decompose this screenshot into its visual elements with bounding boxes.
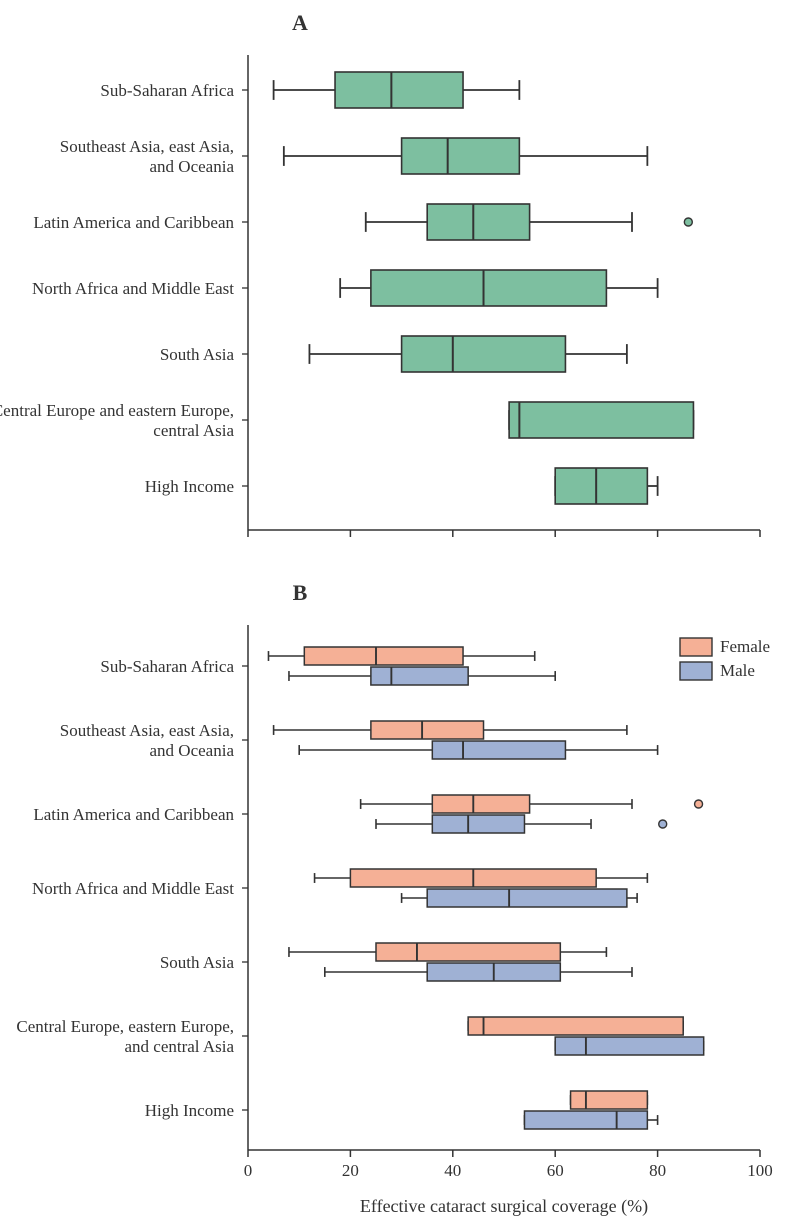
category-label: Southeast Asia, east Asia, [60, 137, 234, 156]
panel-a-label: A [292, 10, 308, 35]
category-label: and Oceania [150, 741, 235, 760]
category-label: North Africa and Middle East [32, 279, 234, 298]
x-tick-label: 80 [649, 1161, 666, 1180]
category-label: Sub-Saharan Africa [100, 657, 234, 676]
category-label: High Income [145, 1101, 234, 1120]
category-label: Latin America and Caribbean [33, 213, 234, 232]
legend-label: Male [720, 661, 755, 680]
category-label: and central Asia [124, 1037, 234, 1056]
category-label: High Income [145, 477, 234, 496]
category-label: Central Europe and eastern Europe, [0, 401, 234, 420]
chart-svg: A Sub-Saharan Africa Southeast Asia, east … [0, 0, 792, 1230]
category-label: Central Europe, eastern Europe, [16, 1017, 234, 1036]
x-tick-label: 60 [547, 1161, 564, 1180]
category-label: Latin America and Caribbean [33, 805, 234, 824]
legend-label: Female [720, 637, 770, 656]
x-axis-title: Effective cataract surgical coverage (%) [360, 1196, 648, 1217]
category-label: North Africa and Middle East [32, 879, 234, 898]
panel-b-label: B [293, 580, 308, 605]
chart-container: A Sub-Saharan Africa Southeast Asia, east … [0, 0, 792, 1230]
category-label: central Asia [153, 421, 234, 440]
category-label: Sub-Saharan Africa [100, 81, 234, 100]
category-label: Southeast Asia, east Asia, [60, 721, 234, 740]
x-tick-label: 100 [747, 1161, 773, 1180]
x-tick-label: 40 [444, 1161, 461, 1180]
x-tick-label: 0 [244, 1161, 253, 1180]
category-label: and Oceania [150, 157, 235, 176]
x-tick-label: 20 [342, 1161, 359, 1180]
category-label: South Asia [160, 345, 235, 364]
category-label: South Asia [160, 953, 235, 972]
